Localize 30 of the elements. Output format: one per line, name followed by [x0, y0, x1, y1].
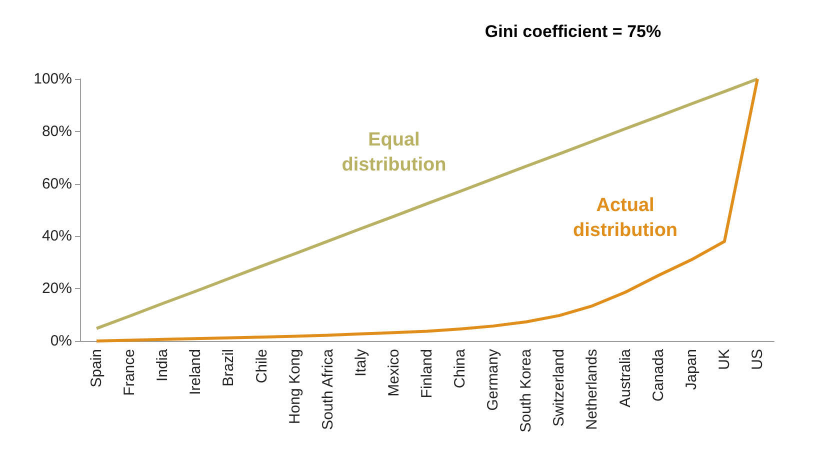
x-tick-label: China [452, 348, 469, 388]
y-tick-label: 60% [42, 175, 72, 192]
y-tick-label: 80% [42, 122, 72, 140]
x-tick-label: Chile [253, 349, 270, 384]
y-tick-label: 20% [42, 280, 72, 298]
x-tick-label: Mexico [385, 349, 402, 397]
x-tick-label: Spain [88, 349, 106, 388]
x-tick-label: Switzerland [550, 349, 568, 427]
x-tick-label: Brazil [220, 349, 238, 387]
x-tick-label: Canada [650, 348, 667, 402]
x-tick-label: UK [716, 349, 733, 370]
y-tick-label: 40% [42, 228, 72, 245]
series-label: Equal distribution [342, 129, 446, 176]
x-tick-label: Australia [616, 348, 634, 408]
x-tick-label: South Korea [518, 348, 535, 432]
x-tick-label: Japan [682, 349, 700, 390]
x-tick-label: Finland [418, 349, 436, 398]
y-tick-label: 0% [50, 332, 72, 350]
x-tick-label: US [748, 349, 766, 370]
series-label: Actual distribution [573, 194, 678, 241]
x-tick-label: Ireland [187, 349, 204, 395]
x-tick-label: Germany [484, 348, 502, 411]
x-tick-label: India [154, 348, 172, 382]
x-tick-label: Netherlands [584, 349, 601, 430]
x-tick-label: France [121, 349, 138, 396]
chart-title: Gini coefficient = 75% [484, 22, 662, 41]
x-tick-label: Italy [352, 348, 370, 377]
x-tick-label: Hong Kong [286, 349, 304, 424]
y-tick-label: 100% [34, 70, 72, 88]
x-tick-label: South Africa [319, 348, 336, 430]
